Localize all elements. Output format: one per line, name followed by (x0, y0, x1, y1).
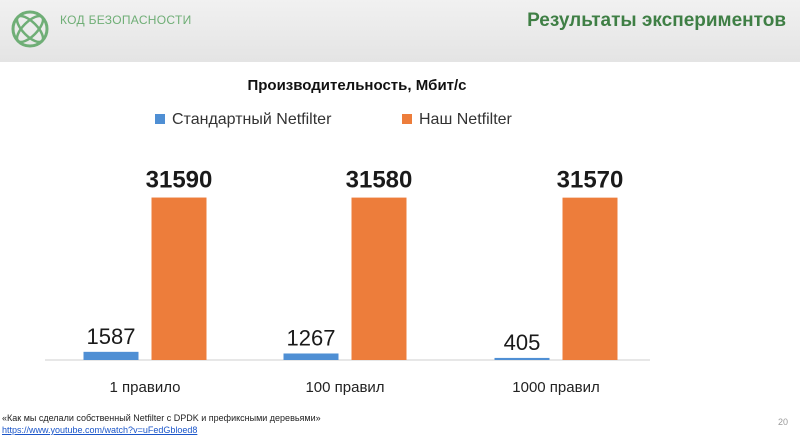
bar-chart: Производительность, Мбит/с Стандартный Ne… (45, 77, 650, 396)
data-label-standard-1: 1267 (287, 325, 336, 350)
video-link[interactable]: https://www.youtube.com/watch?v=uFedGblo… (2, 425, 198, 435)
footer-note: «Как мы сделали собственный Netfilter с … (2, 413, 321, 423)
bar-standard-1 (283, 353, 339, 360)
legend-swatch-1 (402, 114, 412, 124)
bar-standard-2 (494, 357, 550, 360)
data-label-ours-2: 31570 (557, 167, 624, 194)
bar-standard-0 (83, 351, 139, 360)
legend-label-0: Стандартный Netfilter (172, 111, 332, 128)
category-label-1: 100 правил (305, 379, 384, 396)
slide-title: Результаты экспериментов (527, 10, 786, 31)
brand-name: КОД БЕЗОПАСНОСТИ (60, 13, 192, 27)
legend-label-1: Наш Netfilter (419, 111, 513, 128)
bar-ours-0 (151, 197, 207, 360)
bar-ours-2 (562, 197, 618, 360)
legend-swatch-0 (155, 114, 165, 124)
category-label-0: 1 правило (110, 379, 181, 396)
chart-title: Производительность, Мбит/с (247, 77, 466, 94)
slide-header: КОД БЕЗОПАСНОСТИ Результаты эксперименто… (0, 0, 800, 62)
page-number: 20 (777, 417, 788, 427)
data-label-ours-1: 31580 (346, 167, 413, 194)
category-label-2: 1000 правил (512, 379, 599, 396)
data-label-standard-0: 1587 (87, 324, 136, 349)
data-label-ours-0: 31590 (146, 167, 213, 194)
logo-icon (11, 10, 49, 48)
data-label-standard-2: 405 (504, 330, 541, 355)
bar-ours-1 (351, 197, 407, 360)
